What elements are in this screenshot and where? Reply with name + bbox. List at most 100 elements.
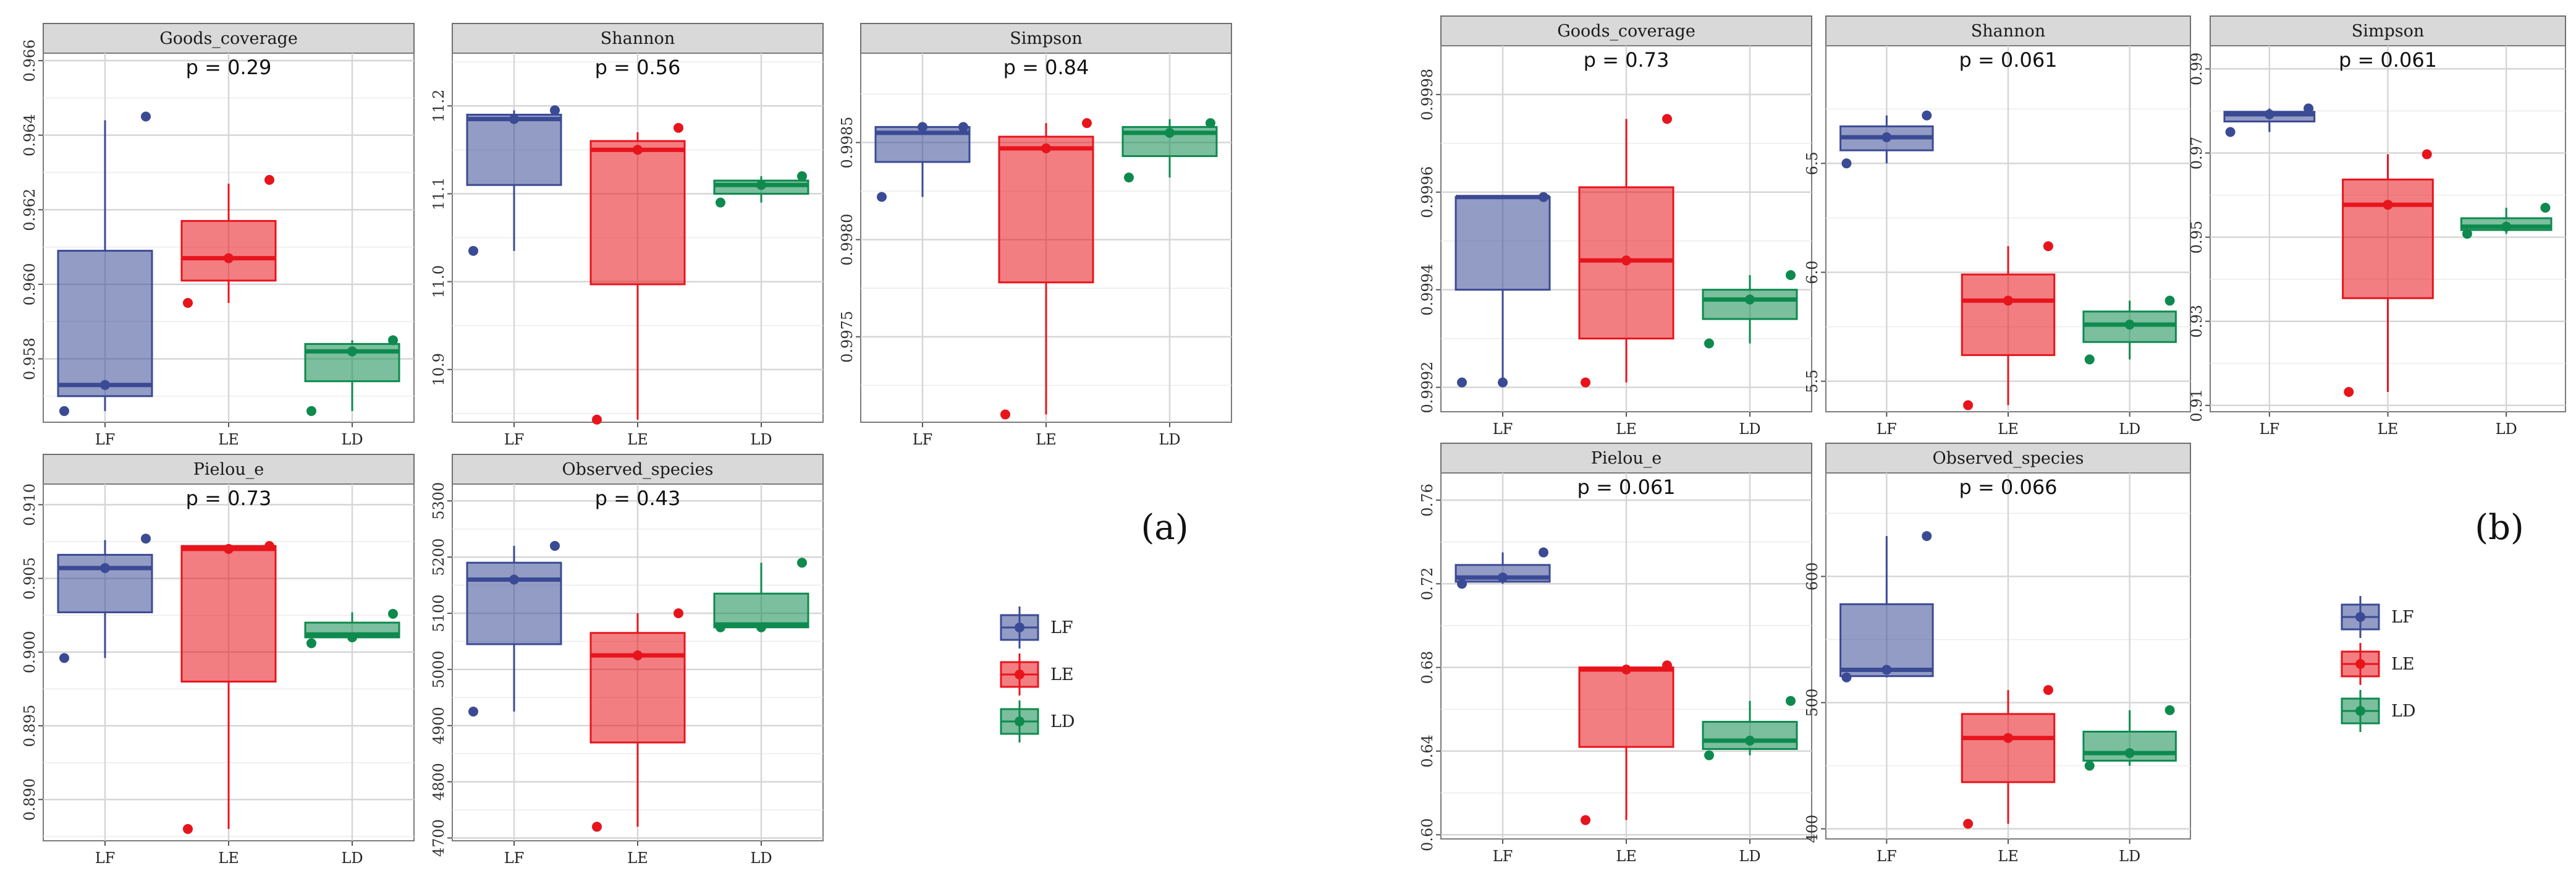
y-tick-label: 5000 [430,650,447,688]
data-point [1786,270,1796,280]
y-tick-label: 6.0 [1804,260,1821,284]
panel-title: Simpson [1010,29,1083,48]
p-value-label: p = 0.56 [595,56,681,79]
box-LF [1455,196,1551,291]
data-point [59,406,69,416]
data-point [306,638,316,649]
data-point [1457,377,1467,388]
y-tick-label: 0.960 [21,263,38,306]
y-tick-label: 4800 [430,763,447,801]
y-tick-label: 4700 [430,819,447,857]
y-tick-label: 0.895 [21,705,38,747]
x-tick-label: LE [2378,420,2398,438]
data-point [2124,748,2135,759]
p-value-label: p = 0.061 [2339,48,2437,72]
legend-label-LF: LF [2391,608,2414,627]
data-point [1621,664,1631,674]
y-tick-label: 0.9985 [838,117,856,169]
data-point [2084,760,2095,771]
data-point [958,122,968,132]
x-tick-label: LF [1877,848,1897,865]
y-tick-label: 5.5 [1804,370,1821,393]
panel-b-goods: Goods_coverage 0.9992 0.9994 0.9996 0.9998 LF… [1419,15,1812,438]
data-point [264,175,274,185]
legend-key-point [1015,670,1024,679]
data-point [1662,114,1672,124]
x-tick-label: LE [627,849,648,867]
x-tick-label: LD [1739,848,1760,865]
data-point [1498,377,1508,388]
panel-title: Goods_coverage [1557,22,1696,41]
x-tick-label: LF [95,849,116,867]
p-value-label: p = 0.066 [1959,475,2057,499]
data-point [2462,229,2472,239]
box-LF [57,250,153,398]
data-point [388,608,398,619]
data-point [633,145,643,155]
y-tick-label: 0.95 [2188,221,2205,253]
data-point [797,558,807,568]
data-point [347,632,357,642]
y-tick-label: 6.5 [1804,151,1821,175]
box-LE [1961,273,2056,356]
x-tick-label: LF [1877,420,1897,438]
legend-label-LD: LD [1050,712,1075,731]
box-LF [466,114,562,186]
data-point [306,406,316,416]
y-tick-label: 11.2 [430,90,447,122]
data-point [2225,127,2236,137]
data-point [100,380,110,390]
p-value-label: p = 0.73 [1584,48,1670,72]
y-tick-label: 0.60 [1419,819,1436,851]
box-LE [589,632,686,744]
x-tick-label: LF [95,431,116,448]
panel-title: Shannon [601,29,675,48]
x-tick-label: LE [1616,848,1636,865]
data-point [1457,579,1467,589]
panel-title: Observed_species [1933,449,2084,468]
y-tick-label: 5300 [430,482,447,520]
data-point [1581,815,1590,825]
data-point [347,346,357,357]
x-tick-label: LD [2496,420,2517,438]
y-tick-label: 0.966 [21,40,38,82]
p-value-label: p = 0.061 [1959,48,2057,72]
data-point [592,822,602,832]
panel-title: Simpson [2352,22,2425,41]
y-tick-label: 10.9 [430,353,447,386]
box-LE [998,135,1094,284]
data-point [183,298,193,308]
y-tick-label: 0.68 [1419,651,1436,684]
data-point [1082,118,1092,129]
data-point [264,541,274,551]
panel-strip [1440,443,1812,474]
legend-label-LE: LE [1050,665,1074,684]
panel-title: Pielou_e [1591,449,1662,468]
data-point [1881,132,1892,142]
data-point [633,650,643,661]
data-point [550,540,560,551]
x-tick-label: LF [1493,848,1513,865]
panel-label-b: (b) [2475,508,2524,548]
data-point [1206,118,1215,129]
panel-strip [1440,15,1812,46]
panel-a-simpson: Simpson 0.9975 0.9980 0.9985 LF LE LD p = 0.84 [838,23,1232,448]
data-point [1745,294,1755,305]
x-tick-label: LD [2119,848,2140,865]
data-point [1881,665,1892,675]
p-value-label: p = 0.43 [595,487,681,510]
x-tick-label: LD [750,849,772,867]
x-tick-label: LD [1739,420,1760,438]
y-tick-label: 0.958 [21,338,38,380]
x-tick-label: LF [913,431,933,448]
data-point [468,245,478,256]
y-tick-label: 0.964 [21,114,38,156]
y-tick-label: 0.93 [2188,305,2205,338]
y-tick-label: 0.9992 [1419,362,1436,414]
data-point [100,563,110,573]
data-point [1786,695,1796,706]
data-point [2164,296,2175,306]
x-tick-label: LD [1159,431,1180,448]
p-value-label: p = 0.061 [1577,475,1675,499]
